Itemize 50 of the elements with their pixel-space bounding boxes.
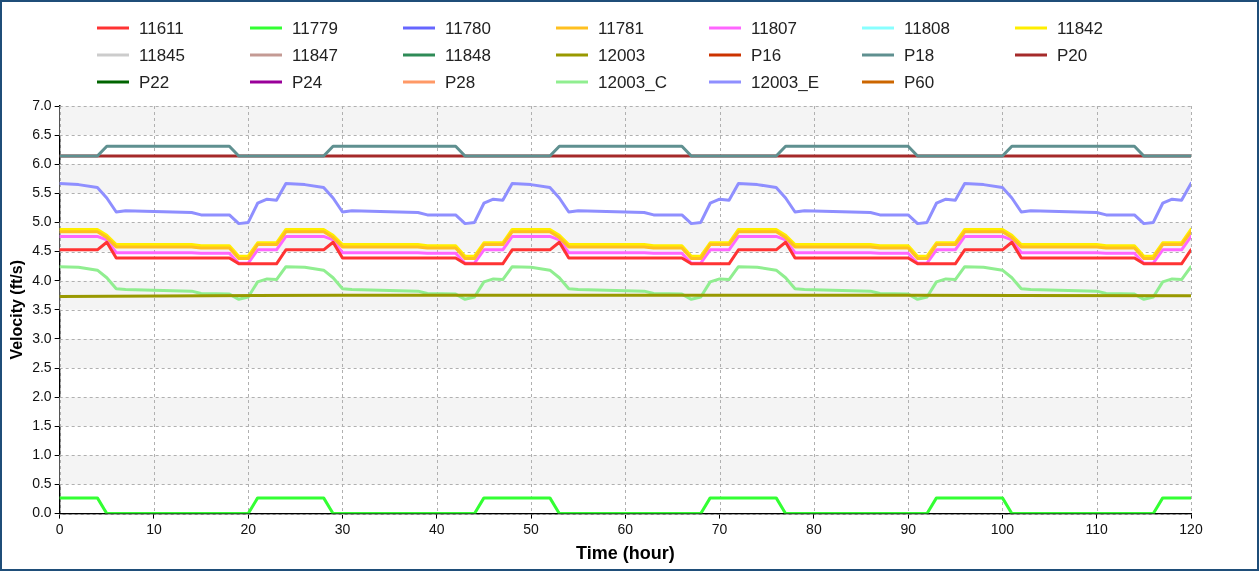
y-tick-label: 3.5	[32, 300, 52, 317]
x-tick-label: 40	[428, 520, 445, 537]
y-tick-label: 1.5	[32, 417, 52, 434]
legend-label: 11781	[598, 18, 645, 38]
y-tick-label: 2.0	[32, 388, 52, 404]
legend-label: 11808	[904, 18, 951, 38]
y-tick-label: 2.5	[32, 358, 52, 375]
legend-label: P60	[904, 72, 935, 92]
legend-label: 12003_C	[598, 72, 668, 92]
x-axis-title: Time (hour)	[575, 543, 675, 564]
x-tick-label: 90	[900, 520, 917, 537]
legend-label: 11807	[751, 18, 798, 38]
y-tick-label: 3.0	[32, 329, 52, 346]
y-tick-label: 0.5	[32, 475, 52, 492]
y-tick-label: 6.0	[32, 155, 52, 172]
x-tick-label: 10	[146, 520, 162, 537]
x-tick-label: 60	[617, 520, 634, 537]
y-tick-label: 4.5	[32, 242, 52, 259]
legend-label: 11845	[139, 45, 186, 65]
y-tick-label: 6.5	[32, 125, 52, 142]
legend-label: P28	[445, 72, 476, 92]
legend-label: P20	[1057, 45, 1088, 65]
legend-label: 12003_E	[751, 72, 820, 92]
legend-label: 12003	[598, 45, 646, 65]
y-tick-label: 5.0	[32, 213, 52, 230]
x-tick-label: 120	[1179, 520, 1203, 537]
y-tick-label: 7.0	[32, 96, 52, 113]
x-tick-label: 100	[990, 520, 1015, 537]
legend-label: 11847	[292, 45, 339, 65]
y-tick-label: 5.5	[32, 184, 52, 201]
y-tick-label: 4.0	[32, 271, 52, 288]
y-tick-label: 1.0	[32, 446, 52, 463]
legend-label: 11848	[445, 45, 492, 65]
y-axis-title: Velocity (ft/s)	[8, 260, 26, 360]
x-tick-label: 30	[334, 520, 351, 537]
legend-label: P18	[904, 45, 935, 65]
x-tick-label: 70	[711, 520, 728, 537]
x-tick-label: 0	[55, 520, 64, 537]
legend-label: 11842	[1057, 18, 1104, 38]
legend-label: 11780	[445, 18, 492, 38]
legend-label: P22	[139, 72, 170, 92]
x-tick-label: 50	[523, 520, 540, 537]
x-tick-label: 110	[1085, 520, 1109, 537]
x-tick-label: 80	[806, 520, 822, 537]
y-tick-label: 0.0	[32, 504, 52, 521]
legend-label: 11611	[139, 18, 184, 38]
x-tick-label: 20	[240, 520, 257, 537]
legend-label: 11779	[292, 18, 339, 38]
legend-label: P16	[751, 45, 782, 65]
legend-label: P24	[292, 72, 323, 92]
